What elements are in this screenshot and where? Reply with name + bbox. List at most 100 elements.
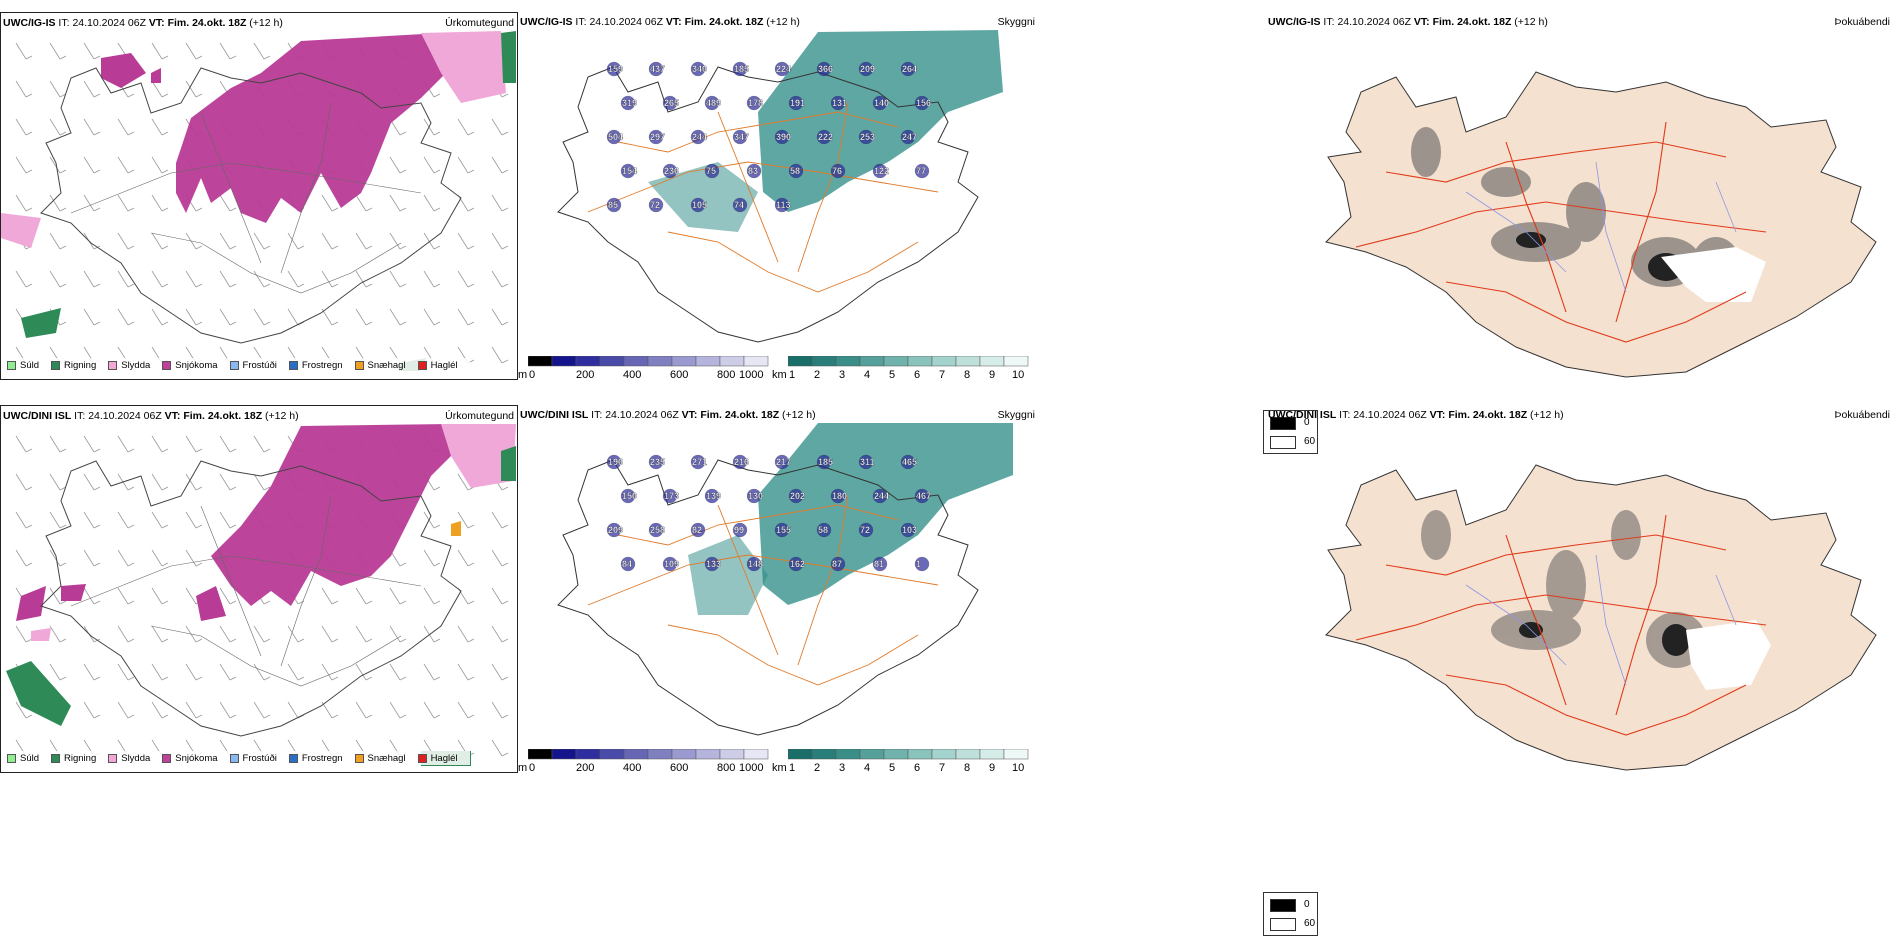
cloud-base-marker: [914, 95, 930, 111]
cloud-base-label: 83: [748, 166, 758, 176]
legend-item: Frostregn: [288, 360, 343, 371]
rain-area: [501, 446, 516, 481]
wind-barb: [491, 232, 509, 250]
wind-barb: [253, 473, 271, 491]
cloud-base-label: 347: [734, 132, 749, 142]
cloud-base-label: 81: [874, 559, 884, 569]
wind-barb: [15, 549, 33, 567]
cloud-base-marker: [648, 129, 664, 145]
colorbar-swatch: [811, 749, 837, 760]
wind-barb: [151, 511, 169, 529]
wind-barb: [83, 42, 101, 60]
legend-item: Frostregn: [288, 753, 343, 764]
precip-map: [6, 424, 516, 766]
white-area: [1686, 620, 1771, 690]
cloud-base-label: 99: [734, 525, 744, 535]
cloud-base-unit: m: [518, 762, 528, 773]
legend-item: Slydda: [108, 360, 150, 371]
white-area: [1661, 247, 1766, 302]
wind-barb: [287, 232, 305, 250]
wind-barb: [151, 663, 169, 681]
wind-barb: [151, 549, 169, 567]
snow-area: [151, 68, 161, 83]
cloud-base-marker: [704, 95, 720, 111]
cloud-base-marker: [858, 61, 874, 77]
sleet-area: [441, 424, 516, 488]
wind-barb: [355, 308, 373, 326]
wind-barb: [15, 118, 33, 136]
wind-barb: [117, 701, 135, 719]
cloud-base-marker: [606, 454, 622, 470]
cloud-base-marker: [774, 61, 790, 77]
cloud-base-marker: [620, 556, 636, 572]
snow-area: [101, 53, 146, 88]
tick: 200: [576, 369, 595, 380]
tick: 9: [989, 369, 996, 380]
wind-barb: [83, 435, 101, 453]
fog-map: [1325, 71, 1877, 378]
wind-barb: [389, 270, 407, 288]
cloud-base-marker: [900, 522, 916, 538]
wind-barb: [83, 511, 101, 529]
visibility-panel-bottom: UWC/DINI ISL IT: 24.10.2024 06Z VT: Fim.…: [518, 405, 1038, 773]
cloud-base-colorbar: m 0 200 400 600 800 1000: [518, 356, 769, 380]
colorbar-swatch: [859, 749, 885, 760]
wind-barb: [219, 42, 237, 60]
cloud-base-marker: [662, 488, 678, 504]
wind-barb: [117, 156, 135, 174]
cloud-base-marker: [830, 95, 846, 111]
wind-barb: [389, 194, 407, 212]
wind-barb: [423, 156, 441, 174]
tick: 0: [529, 369, 536, 380]
visibility-colorbar: km 1 2 3 4 5 6 7 8 9 10: [772, 356, 1038, 380]
colorbar-swatch: [1003, 356, 1029, 367]
legend-item: Snæhagl: [354, 753, 406, 764]
wind-barb: [457, 232, 475, 250]
wind-barb: [321, 194, 339, 212]
colorbar-swatch: [955, 356, 981, 367]
legend-swatch: [288, 360, 298, 370]
tick: 2: [814, 762, 821, 773]
fog-panel-top: UWC/IG-IS IT: 24.10.2024 06Z VT: Fim. 24…: [1266, 12, 1900, 380]
iceland-outline: [40, 460, 462, 737]
cloud-base-label: 209: [860, 64, 875, 74]
wind-barb: [15, 625, 33, 643]
wind-barb: [49, 549, 67, 567]
wind-barb: [253, 232, 271, 250]
cloud-base-marker: [774, 522, 790, 538]
cloud-base-label: 196: [608, 457, 623, 467]
wind-barb: [15, 701, 33, 719]
cloud-base-marker: [732, 61, 748, 77]
fog-low-swatch: [1270, 899, 1296, 912]
wind-barb: [287, 270, 305, 288]
cloud-base-colorbar-swatches: [528, 749, 769, 760]
cloud-base-marker: [606, 61, 622, 77]
cloud-base-label: 159: [608, 64, 623, 74]
wind-barb: [253, 435, 271, 453]
wind-barb: [219, 701, 237, 719]
low-visibility-area: [648, 162, 758, 232]
wind-barb: [151, 270, 169, 288]
wind-barb: [185, 663, 203, 681]
colorbar-swatch: [671, 749, 697, 760]
legend-swatch: [51, 753, 61, 763]
fog-panel-bottom: UWC/DINI ISL IT: 24.10.2024 06Z VT: Fim.…: [1266, 405, 1900, 773]
colorbar-swatch: [623, 356, 649, 367]
cloud-base-label: 105: [692, 200, 707, 210]
cloud-base-marker: [746, 488, 762, 504]
legend-swatch: [51, 360, 61, 370]
wind-barb: [219, 587, 237, 605]
precip-panel-bottom: UWC/DINI ISL IT: 24.10.2024 06Z VT: Fim.…: [0, 405, 518, 773]
cloud-base-marker: [606, 197, 622, 213]
cloud-base-marker: [732, 197, 748, 213]
colorbar-swatch: [671, 356, 697, 367]
cloud-base-marker: [900, 129, 916, 145]
colorbar-swatch: [979, 356, 1005, 367]
wind-barb: [457, 701, 475, 719]
iceland-outline: [557, 459, 979, 736]
legend-swatch: [108, 360, 118, 370]
wind-barb: [423, 270, 441, 288]
wind-barb: [83, 308, 101, 326]
legend-swatch: [417, 753, 427, 763]
tick: 600: [670, 762, 689, 773]
